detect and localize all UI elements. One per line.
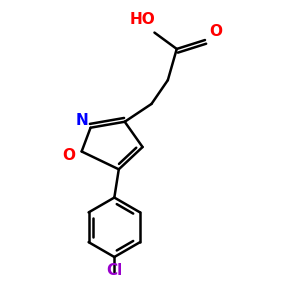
Text: O: O xyxy=(209,24,222,39)
Text: N: N xyxy=(75,113,88,128)
Text: HO: HO xyxy=(130,12,155,27)
Text: O: O xyxy=(62,148,75,164)
Text: Cl: Cl xyxy=(106,263,122,278)
